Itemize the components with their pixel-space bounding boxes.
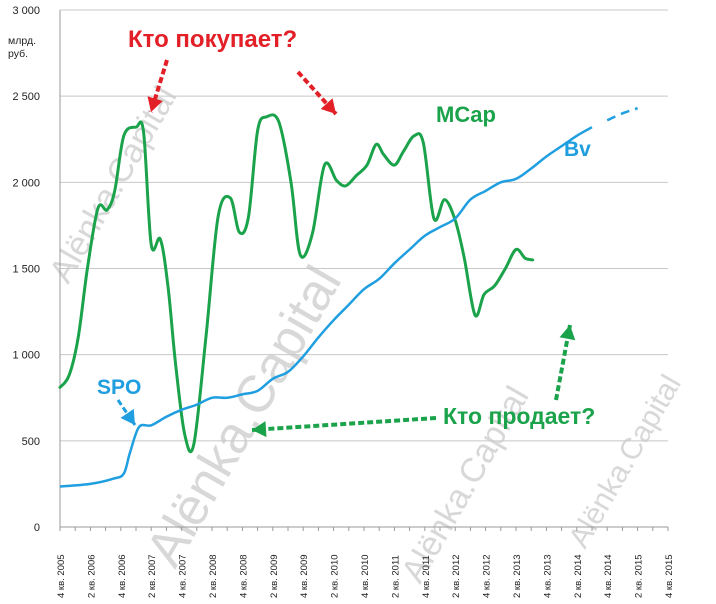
y-tick-label-2000: 2 000 <box>12 177 40 189</box>
arrow-sell-left-head <box>252 421 267 438</box>
x-tick-label-11: 2 кв. 2011 <box>390 555 401 598</box>
x-tick-label-13: 2 кв. 2012 <box>451 554 462 598</box>
grid-lines <box>60 9 668 442</box>
annotation-spo-label: SPO <box>97 376 141 399</box>
x-tick-label-8: 4 кв. 2009 <box>299 554 310 598</box>
x-tick-label-19: 2 кв. 2015 <box>634 554 645 598</box>
x-tick-label-6: 4 кв. 2008 <box>238 554 249 598</box>
x-tick-label-1: 2 кв. 2006 <box>86 554 97 598</box>
arrow-sell-up-head <box>559 325 576 341</box>
arrow-sell-left-shaft <box>251 416 437 432</box>
x-tick-label-20: 4 кв. 2015 <box>664 554 675 598</box>
arrow-buy-right-head <box>320 98 336 114</box>
y-unit-line-1: млрд. <box>8 35 36 47</box>
y-tick-label-500: 500 <box>22 436 40 448</box>
annotation-labels: Кто покупает? MCap Bv SPO Кто продает? <box>97 26 595 429</box>
x-tick-label-9: 2 кв. 2010 <box>330 554 341 598</box>
x-tick-label-18: 4 кв. 2014 <box>603 554 614 598</box>
annotation-sell-question: Кто продает? <box>443 403 595 429</box>
series-mcap-line <box>58 113 535 454</box>
x-tick-label-17: 2 кв. 2014 <box>573 554 584 598</box>
watermark-4: Alёnka.Capital <box>562 369 687 553</box>
annotation-arrows <box>116 59 576 438</box>
annotation-mcap-label: MCap <box>436 102 496 127</box>
x-tick-label-16: 4 кв. 2013 <box>542 554 553 598</box>
y-tick-label-1000: 1 000 <box>12 350 40 362</box>
y-axis: 0 500 1 000 1 500 2 000 2 500 3 000 <box>12 5 61 534</box>
x-tick-label-2: 4 кв. 2006 <box>117 554 128 598</box>
y-unit-label: млрд. руб. <box>8 35 36 60</box>
x-tick-label-14: 4 кв. 2012 <box>482 554 493 598</box>
series-lines <box>58 107 639 488</box>
x-axis: 4 кв. 2005 2 кв. 2006 4 кв. 2006 2 кв. 2007… <box>56 526 675 598</box>
y-tick-label-0: 0 <box>34 522 40 534</box>
arrow-spo-head <box>120 408 135 425</box>
y-tick-label-3000: 3 000 <box>12 5 40 17</box>
annotation-bv-label: Bv <box>564 138 591 161</box>
x-tick-label-15: 2 кв. 2013 <box>512 554 523 598</box>
x-tick-label-4: 4 кв. 2007 <box>178 554 189 598</box>
x-tick-label-10: 4 кв. 2010 <box>360 554 371 598</box>
x-tick-label-7: 2 кв. 2009 <box>269 554 280 598</box>
arrow-spo-shaft <box>116 399 137 426</box>
x-tick-label-5: 2 кв. 2008 <box>208 554 219 598</box>
y-tick-label-2500: 2 500 <box>12 91 40 103</box>
annotation-buy-question: Кто покупает? <box>128 26 297 53</box>
x-tick-label-3: 2 кв. 2007 <box>147 554 158 598</box>
series-bv-projection <box>606 107 639 122</box>
y-unit-line-2: руб. <box>8 48 28 60</box>
arrow-buy-left-head <box>147 96 163 112</box>
y-tick-label-1500: 1 500 <box>12 264 40 276</box>
series-bv-line <box>59 126 593 488</box>
x-tick-label-0: 4 кв. 2005 <box>56 554 67 598</box>
x-tick-label-12: 4 кв. 2011 <box>421 555 432 598</box>
